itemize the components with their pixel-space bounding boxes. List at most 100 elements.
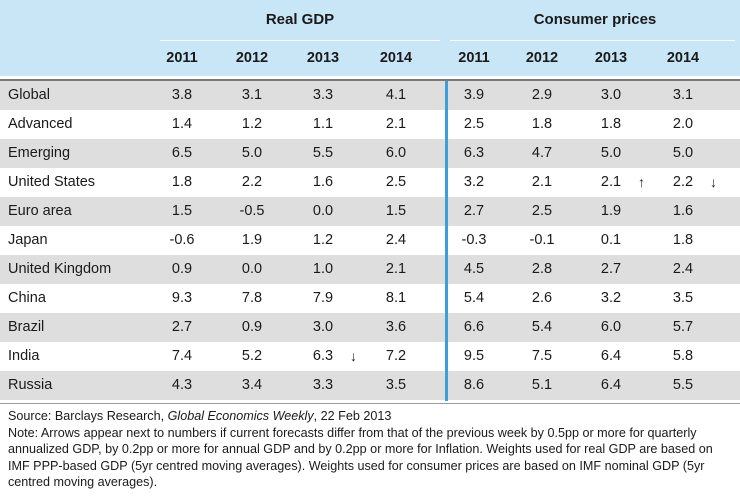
value-cell: 2.5 bbox=[531, 203, 553, 219]
country-label: Brazil bbox=[8, 319, 45, 335]
value-cell: -0.6 bbox=[169, 232, 195, 248]
value-cell: 5.2 bbox=[241, 348, 263, 364]
value-cell: 8.6 bbox=[463, 377, 485, 393]
year-header: 2012 bbox=[525, 50, 559, 66]
table-header-band bbox=[0, 0, 740, 76]
value-cell: 1.5 bbox=[171, 203, 193, 219]
value-cell: 3.0 bbox=[600, 87, 622, 103]
value-cell: 2.7 bbox=[463, 203, 485, 219]
value-cell: 2.6 bbox=[531, 290, 553, 306]
table-row: China 9.3 7.8 7.9 8.1 5.4 2.6 3.2 3.5 bbox=[0, 284, 740, 313]
value-cell: 5.0 bbox=[672, 145, 694, 161]
value-cell: 4.7 bbox=[531, 145, 553, 161]
source-suffix: , 22 Feb 2013 bbox=[313, 409, 392, 423]
value-cell: 0.9 bbox=[241, 319, 263, 335]
year-header: 2014 bbox=[666, 50, 700, 66]
value-cell: -0.1 bbox=[529, 232, 555, 248]
source-prefix: Source: Barclays Research, bbox=[8, 409, 168, 423]
table-row: Advanced 1.4 1.2 1.1 2.1 2.5 1.8 1.8 2.0 bbox=[0, 110, 740, 139]
value-cell: 2.9 bbox=[531, 87, 553, 103]
country-label: China bbox=[8, 290, 46, 306]
value-cell: 3.4 bbox=[241, 377, 263, 393]
value-cell: 5.0 bbox=[241, 145, 263, 161]
group-underline-real-gdp bbox=[160, 40, 440, 41]
value-cell: 1.9 bbox=[600, 203, 622, 219]
arrow-up-icon: ↑ bbox=[638, 174, 645, 190]
group-title-real-gdp: Real GDP bbox=[265, 11, 335, 28]
value-cell: 1.8 bbox=[600, 116, 622, 132]
value-cell: 7.8 bbox=[241, 290, 263, 306]
group-title-consumer-prices: Consumer prices bbox=[533, 11, 657, 28]
country-label: Global bbox=[8, 87, 50, 103]
value-cell: 2.7 bbox=[171, 319, 193, 335]
value-cell: -0.5 bbox=[239, 203, 265, 219]
value-cell: 6.0 bbox=[385, 145, 407, 161]
value-cell: 1.6 bbox=[672, 203, 694, 219]
country-label: United States bbox=[8, 174, 96, 190]
country-label: United Kingdom bbox=[8, 261, 112, 277]
value-cell: 5.8 bbox=[672, 348, 694, 364]
value-cell: 2.2 bbox=[241, 174, 263, 190]
note-text: Note: Arrows appear next to numbers if c… bbox=[8, 425, 713, 490]
value-cell: 7.4 bbox=[171, 348, 193, 364]
value-cell: 7.2 bbox=[385, 348, 407, 364]
value-cell: 5.7 bbox=[672, 319, 694, 335]
value-cell: 3.9 bbox=[463, 87, 485, 103]
value-cell: 6.3 bbox=[312, 348, 334, 364]
value-cell: 2.1 bbox=[385, 116, 407, 132]
value-cell: 6.6 bbox=[463, 319, 485, 335]
table-row: Russia 4.3 3.4 3.3 3.5 8.6 5.1 6.4 5.5 bbox=[0, 371, 740, 400]
value-cell: 1.0 bbox=[312, 261, 334, 277]
table-notes: Source: Barclays Research, Global Econom… bbox=[8, 408, 734, 491]
year-header: 2013 bbox=[594, 50, 628, 66]
value-cell: 3.8 bbox=[171, 87, 193, 103]
value-cell: 1.2 bbox=[312, 232, 334, 248]
value-cell: 3.3 bbox=[312, 377, 334, 393]
table-row: Emerging 6.5 5.0 5.5 6.0 6.3 4.7 5.0 5.0 bbox=[0, 139, 740, 168]
value-cell: 6.5 bbox=[171, 145, 193, 161]
value-cell: 4.1 bbox=[385, 87, 407, 103]
table-row: United Kingdom 0.9 0.0 1.0 2.1 4.5 2.8 2.7 2.4 bbox=[0, 255, 740, 284]
value-cell: 1.8 bbox=[672, 232, 694, 248]
value-cell: 3.0 bbox=[312, 319, 334, 335]
value-cell: 6.3 bbox=[463, 145, 485, 161]
value-cell: 6.4 bbox=[600, 348, 622, 364]
country-label: India bbox=[8, 348, 40, 364]
source-title: Global Economics Weekly bbox=[167, 409, 314, 423]
value-cell: 3.1 bbox=[672, 87, 694, 103]
value-cell: 7.9 bbox=[312, 290, 334, 306]
value-cell: 3.2 bbox=[463, 174, 485, 190]
value-cell: 1.8 bbox=[531, 116, 553, 132]
value-cell: 1.6 bbox=[312, 174, 334, 190]
value-cell: 0.9 bbox=[171, 261, 193, 277]
table-row: Brazil 2.7 0.9 3.0 3.6 6.6 5.4 6.0 5.7 bbox=[0, 313, 740, 342]
country-label: Advanced bbox=[8, 116, 73, 132]
value-cell: 3.6 bbox=[385, 319, 407, 335]
year-header: 2012 bbox=[235, 50, 269, 66]
value-cell: 1.9 bbox=[241, 232, 263, 248]
value-cell: 1.5 bbox=[385, 203, 407, 219]
value-cell: 5.5 bbox=[312, 145, 334, 161]
value-cell: 2.4 bbox=[672, 261, 694, 277]
value-cell: 2.2 bbox=[672, 174, 694, 190]
table-row: Euro area 1.5 -0.5 0.0 1.5 2.7 2.5 1.9 1.6 bbox=[0, 197, 740, 226]
value-cell: 5.0 bbox=[600, 145, 622, 161]
year-header: 2011 bbox=[458, 50, 490, 66]
value-cell: 2.1 bbox=[385, 261, 407, 277]
arrow-down-icon: ↓ bbox=[710, 174, 717, 190]
table-row: United States 1.8 2.2 1.6 2.5 3.2 2.1 2.1 ↑ 2.2 ↓ bbox=[0, 168, 740, 197]
country-label: Emerging bbox=[8, 145, 71, 161]
value-cell: 2.7 bbox=[600, 261, 622, 277]
value-cell: 0.1 bbox=[600, 232, 622, 248]
table-row: India 7.4 5.2 6.3 ↓ 7.2 9.5 7.5 6.4 5.8 bbox=[0, 342, 740, 371]
value-cell: 2.0 bbox=[672, 116, 694, 132]
value-cell: 3.2 bbox=[600, 290, 622, 306]
value-cell: 3.3 bbox=[312, 87, 334, 103]
value-cell: 5.5 bbox=[672, 377, 694, 393]
year-header: 2011 bbox=[166, 50, 198, 66]
value-cell: 1.8 bbox=[171, 174, 193, 190]
table-row: Japan -0.6 1.9 1.2 2.4 -0.3 -0.1 0.1 1.8 bbox=[0, 226, 740, 255]
value-cell: 6.4 bbox=[600, 377, 622, 393]
value-cell: 6.0 bbox=[600, 319, 622, 335]
